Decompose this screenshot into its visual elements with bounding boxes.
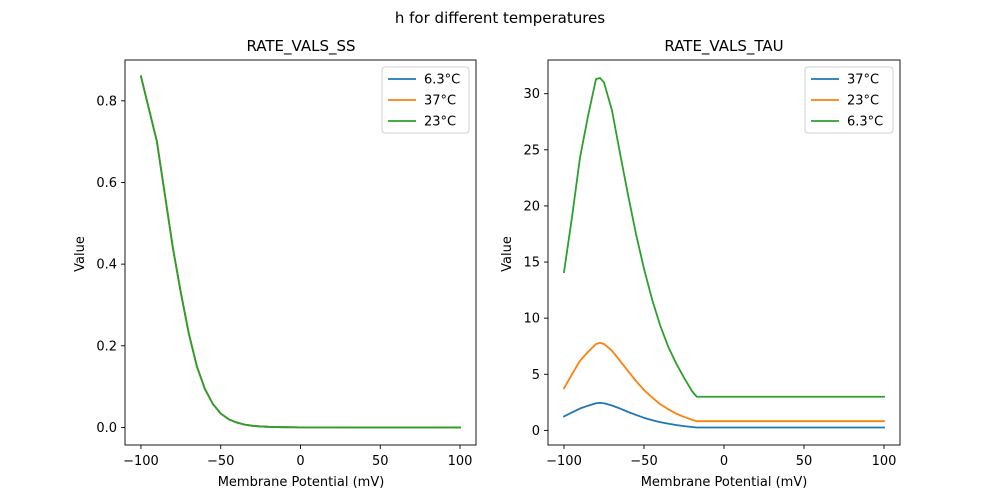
subplot-title-ss: RATE_VALS_SS [246,37,355,56]
subplot-title-tau: RATE_VALS_TAU [664,37,783,56]
y-tick-label-1-3: 15 [523,256,540,271]
legend-label-0-0: 6.3°C [424,73,460,88]
x-tick-label-1-3: 50 [796,454,813,469]
y-tick-label-1-2: 10 [523,312,540,327]
y-axis-label-ss: Value [73,236,88,272]
series-line-1-1 [562,341,885,423]
y-tick-label-1-1: 5 [532,368,540,383]
y-tick-label-1-5: 25 [523,143,540,158]
y-tick-label-1-0: 0 [532,424,540,439]
x-tick-label-1-2: 0 [720,454,728,469]
y-tick-label-0-4: 0.8 [96,94,117,109]
legend-label-1-1: 23°C [847,94,879,109]
subplot-rate-vals-tau: RATE_VALS_TAU Membrane Potential (mV) Va… [500,37,901,490]
legend-1 [804,66,894,134]
x-tick-label-1-1: −50 [630,454,657,469]
x-tick-label-0-2: 0 [296,454,304,469]
legend-label-1-0: 37°C [847,73,879,88]
y-tick-label-0-2: 0.4 [96,258,117,273]
legend-label-0-1: 37°C [424,94,456,109]
legend-label-1-2: 6.3°C [847,115,883,130]
series-line-1-2 [562,77,885,398]
x-tick-label-0-3: 50 [372,454,389,469]
subplot-rate-vals-ss: RATE_VALS_SS Membrane Potential (mV) Val… [73,37,477,490]
x-axis-label-tau: Membrane Potential (mV) [641,475,808,490]
y-tick-label-1-6: 30 [523,87,540,102]
x-tick-label-1-4: 100 [872,454,897,469]
series-line-1-0 [562,402,885,429]
x-axis-label-ss: Membrane Potential (mV) [218,475,385,490]
x-tick-label-0-4: 100 [448,454,473,469]
y-tick-label-0-0: 0.0 [96,421,117,436]
y-tick-label-1-4: 20 [523,199,540,214]
y-axis-label-tau: Value [500,236,515,272]
x-tick-label-1-0: −100 [546,454,582,469]
x-tick-label-0-0: −100 [123,454,159,469]
y-tick-label-0-3: 0.6 [96,176,117,191]
legend-0 [381,66,470,134]
x-tick-label-0-1: −50 [207,454,234,469]
legend-label-0-2: 23°C [424,115,456,130]
y-tick-label-0-1: 0.2 [96,339,117,354]
figure-suptitle: h for different temperatures [395,9,605,27]
series-line-0-2 [139,75,461,429]
